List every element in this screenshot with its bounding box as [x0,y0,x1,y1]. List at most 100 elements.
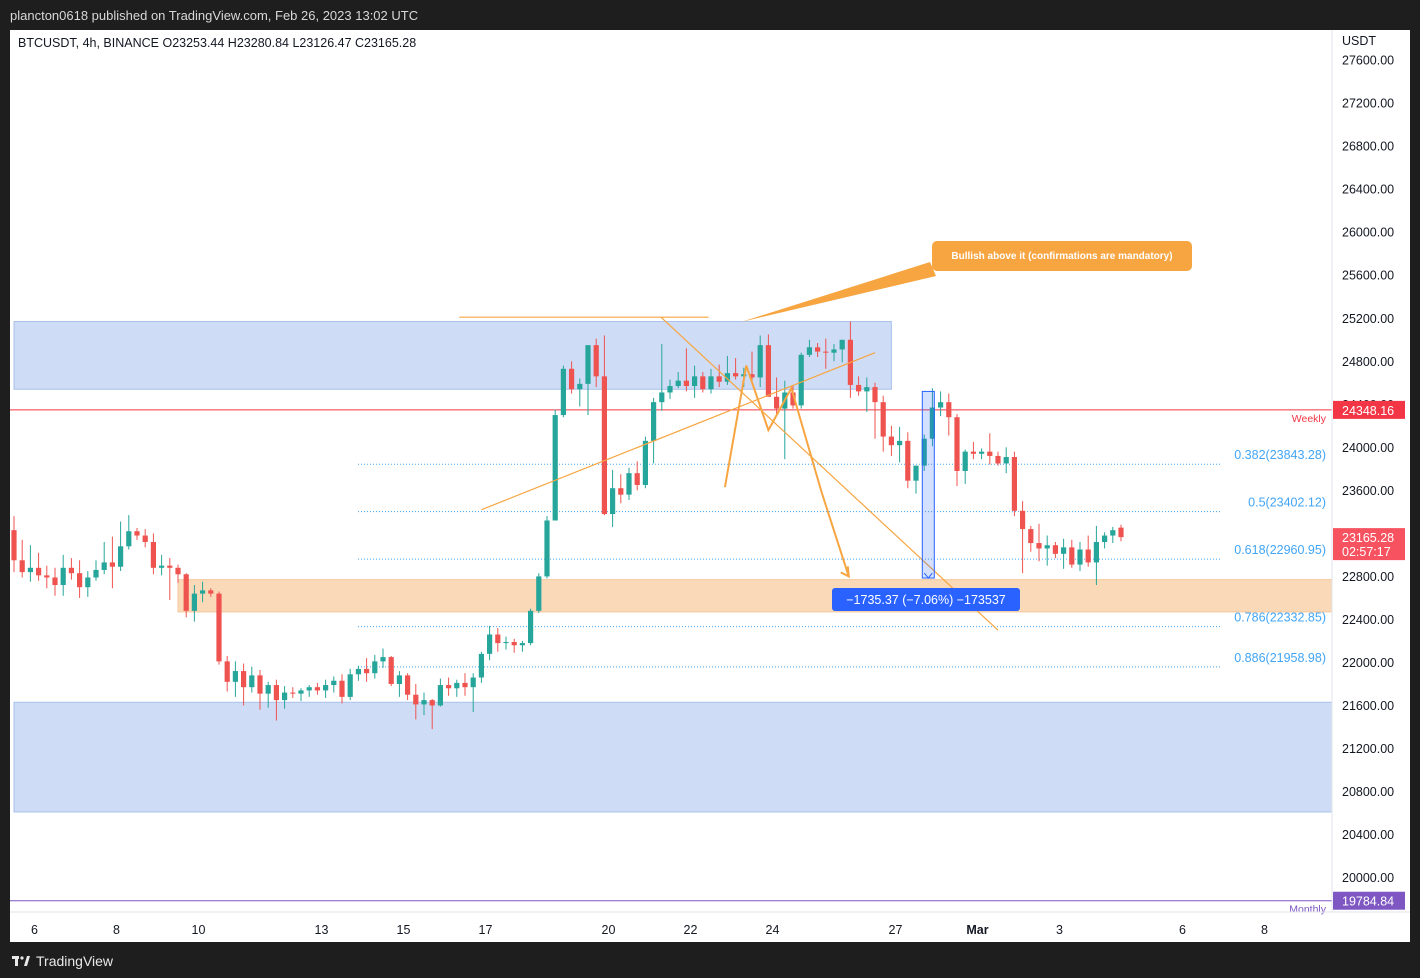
candle[interactable] [544,516,550,579]
candle[interactable] [552,409,558,521]
candle[interactable] [601,335,607,516]
candle[interactable] [1011,451,1017,517]
candle[interactable] [323,679,329,698]
candle[interactable] [355,665,361,681]
candle[interactable] [995,451,1001,466]
supply-zone[interactable] [13,320,892,390]
candle[interactable] [257,669,263,710]
candle[interactable] [405,673,411,701]
candle[interactable] [651,397,657,464]
candle[interactable] [503,636,509,650]
candle[interactable] [724,355,730,385]
candle[interactable] [44,565,50,589]
candle[interactable] [1036,523,1042,562]
candle[interactable] [872,382,878,439]
candle[interactable] [1061,538,1067,569]
candle[interactable] [1003,447,1009,474]
candle[interactable] [1028,525,1034,552]
candle[interactable] [191,585,197,622]
candle[interactable] [954,413,960,487]
candle[interactable] [109,536,115,589]
candle[interactable] [470,673,476,712]
candle[interactable] [134,528,140,540]
price-chart[interactable]: 0.382(23843.28) 0.5(23402.12) 0.618(22960.… [0,0,1420,942]
candle[interactable] [856,376,862,396]
candle[interactable] [798,352,804,409]
callout-box[interactable] [932,241,1192,271]
candle[interactable] [987,433,993,465]
tradingview-logo[interactable]: TradingView [12,953,113,969]
candle[interactable] [675,372,681,389]
candle[interactable] [347,668,353,701]
candle[interactable] [585,345,591,416]
candle[interactable] [1052,541,1058,559]
candle[interactable] [413,683,419,720]
candle[interactable] [880,395,886,452]
candle[interactable] [421,692,427,716]
candle[interactable] [372,654,378,679]
candle[interactable] [142,529,148,548]
candle[interactable] [815,343,821,357]
candle[interactable] [446,677,452,696]
candle[interactable] [511,638,517,653]
candle[interactable] [626,467,632,501]
candle[interactable] [659,344,665,411]
candle[interactable] [700,372,706,393]
candle[interactable] [1077,541,1083,572]
candle[interactable] [888,425,894,456]
candle[interactable] [273,679,279,721]
candle[interactable] [1069,539,1075,568]
candle[interactable] [282,686,288,709]
candle[interactable] [290,687,296,698]
candle[interactable] [224,656,230,692]
candle[interactable] [642,436,648,489]
candle[interactable] [757,335,763,388]
candle[interactable] [897,426,903,463]
candle[interactable] [437,678,443,707]
candle[interactable] [839,339,845,363]
candle[interactable] [905,432,911,489]
candle[interactable] [77,560,83,598]
candle[interactable] [733,358,739,380]
candle[interactable] [1085,535,1091,567]
candle[interactable] [749,351,755,383]
candle[interactable] [183,573,189,618]
candle[interactable] [560,365,566,418]
candle[interactable] [60,554,66,596]
measure-label-box[interactable] [832,588,1020,611]
candle[interactable] [380,648,386,668]
candle[interactable] [241,663,247,706]
candle[interactable] [314,682,320,695]
descending-trendline[interactable] [660,316,999,631]
candle[interactable] [1110,526,1116,544]
candle[interactable] [683,348,689,392]
candle[interactable] [634,461,640,491]
candle[interactable] [667,379,673,399]
candle[interactable] [913,465,919,494]
candle[interactable] [167,558,173,601]
candle[interactable] [265,681,271,708]
candle[interactable] [249,666,255,693]
candle[interactable] [593,338,599,388]
candle[interactable] [979,448,985,460]
candle[interactable] [306,685,312,697]
candle[interactable] [339,674,345,704]
candle[interactable] [864,377,870,412]
candle[interactable] [716,364,722,388]
candle[interactable] [396,671,402,697]
candle[interactable] [101,541,107,575]
candle[interactable] [618,474,624,504]
projection-path[interactable] [723,365,850,577]
candle[interactable] [126,515,132,550]
candle[interactable] [93,560,99,581]
candle[interactable] [1093,525,1099,586]
candle[interactable] [11,516,17,573]
candle[interactable] [938,391,944,417]
candle[interactable] [774,377,780,416]
candle[interactable] [921,434,927,471]
candle[interactable] [298,688,304,702]
candle[interactable] [806,339,812,357]
candle[interactable] [150,533,156,575]
candle[interactable] [970,441,976,460]
candle[interactable] [429,699,435,730]
